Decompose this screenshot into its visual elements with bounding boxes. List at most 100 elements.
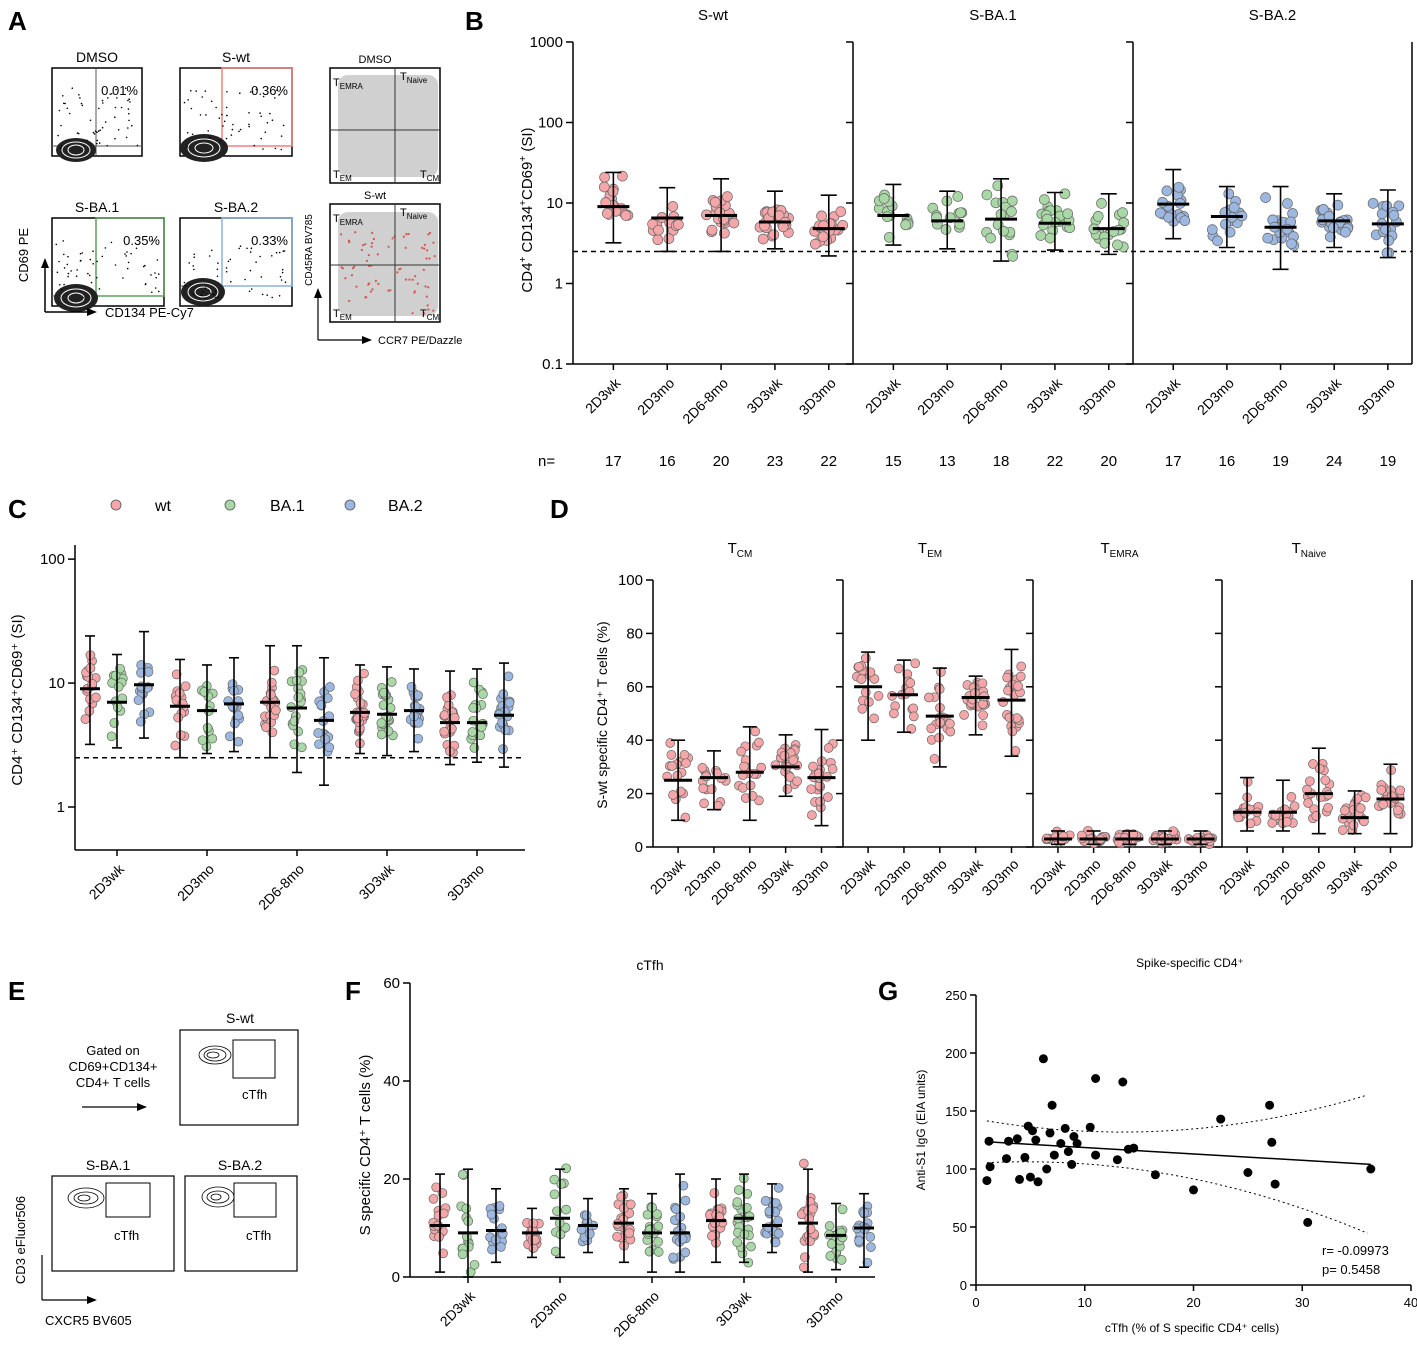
panel-label-d: D (550, 494, 569, 524)
flow-event-dot (122, 277, 124, 279)
flow-title-swt: S-wt (222, 49, 250, 65)
green-gate (95, 217, 165, 297)
data-point (233, 736, 244, 747)
data-point (1013, 681, 1023, 691)
flow-title-sba2: S-BA.2 (214, 199, 259, 215)
red-event-dot (355, 285, 358, 288)
flow-event-dot (120, 106, 123, 109)
red-event-dot (376, 253, 379, 256)
n-count: 22 (820, 453, 837, 470)
legend-ba1: BA.1 (270, 498, 305, 515)
flow-event-dot (78, 94, 80, 96)
data-point (824, 1221, 835, 1231)
data-point (893, 663, 904, 674)
grey-density (338, 212, 438, 316)
data-point (1004, 1136, 1014, 1146)
legend-ba1-marker (224, 499, 236, 511)
flow-event-dot (183, 101, 186, 104)
data-point (386, 677, 397, 687)
data-point (1367, 198, 1379, 209)
data-point (1265, 1100, 1275, 1110)
data-point (825, 1251, 836, 1261)
flow-event-dot (279, 275, 282, 278)
data-point (324, 742, 335, 753)
red-event-dot (427, 286, 430, 289)
flow-event-dot (58, 260, 60, 263)
data-point (1355, 803, 1366, 814)
red-event-dot (404, 246, 407, 249)
flow-event-dot (124, 253, 126, 255)
flow-event-dot (231, 128, 234, 131)
data-point (439, 726, 450, 737)
data-point (945, 718, 955, 729)
data-point (779, 750, 790, 761)
x-tick-label: 2D3mo (527, 1288, 570, 1331)
data-point (413, 690, 423, 701)
subpanel-title-sub: EMRA (1110, 549, 1139, 560)
flow-event-dot (239, 128, 242, 131)
red-event-dot (377, 282, 380, 286)
y-tick-label: 40 (383, 1073, 400, 1090)
flow-event-dot (193, 268, 195, 271)
flow-event-dot (101, 255, 104, 258)
data-point (1340, 226, 1351, 238)
data-point (561, 1204, 571, 1215)
data-point (671, 1204, 681, 1214)
flow-xlabel: CD134 PE-Cy7 (105, 305, 194, 320)
data-point (706, 784, 717, 795)
flow-event-dot (190, 107, 193, 110)
data-point (468, 677, 479, 688)
x-tick-label: 2D6-8mo (610, 1288, 662, 1340)
data-point (959, 710, 969, 720)
data-point (940, 224, 952, 235)
red-event-dot (367, 254, 370, 257)
data-point (707, 1231, 717, 1241)
data-point (1212, 235, 1223, 247)
data-point (469, 1259, 480, 1270)
data-point (1228, 202, 1240, 213)
data-point (1303, 1217, 1313, 1227)
data-point (379, 687, 389, 698)
data-point (981, 189, 993, 201)
memory-ylabel: CD45RA BV785 (304, 214, 315, 286)
flow-frame (179, 1029, 299, 1126)
flow-event-dot (271, 255, 273, 257)
flow-event-dot (64, 102, 66, 105)
x-tick-label: 2D3wk (86, 860, 128, 902)
data-point (869, 713, 879, 724)
ci-band-upper (986, 1094, 1368, 1133)
flow-event-dot (151, 291, 153, 294)
flow-event-dot (205, 114, 207, 116)
flow-event-dot (280, 135, 283, 137)
flow-event-dot (230, 280, 232, 283)
data-point (667, 201, 679, 212)
data-point (1002, 1154, 1011, 1164)
flow-event-dot (280, 148, 283, 151)
data-point (807, 810, 817, 820)
panel-d-chart: S-wt specific CD4⁺ T cells (%) 0 20 40 60 80… (594, 540, 1413, 908)
x-tick-label: 3D3wk (1023, 374, 1065, 416)
red-event-dot (408, 278, 411, 281)
flow-event-dot (110, 241, 113, 244)
red-event-dot (362, 244, 365, 247)
panel-f-ylabel: S specific CD4⁺ T cells (%) (357, 1055, 374, 1236)
data-point (865, 667, 876, 678)
data-point (494, 1201, 505, 1211)
red-event-dot (387, 245, 390, 248)
data-point (864, 697, 874, 707)
flow-event-dot (202, 291, 205, 293)
data-point (261, 722, 271, 732)
data-point (617, 170, 628, 182)
flow-event-dot (88, 274, 91, 277)
data-point (889, 708, 899, 719)
flow-event-dot (89, 119, 92, 122)
flow-event-dot (248, 112, 250, 114)
flow-event-dot (210, 100, 213, 103)
subpanel-title: TEMRA (1100, 540, 1138, 560)
n-count: 16 (659, 453, 676, 470)
data-point (1099, 237, 1111, 249)
flow-event-dot (157, 273, 160, 275)
red-event-dot (360, 248, 363, 252)
data-point (1025, 1172, 1035, 1182)
red-event-dot (407, 232, 410, 236)
